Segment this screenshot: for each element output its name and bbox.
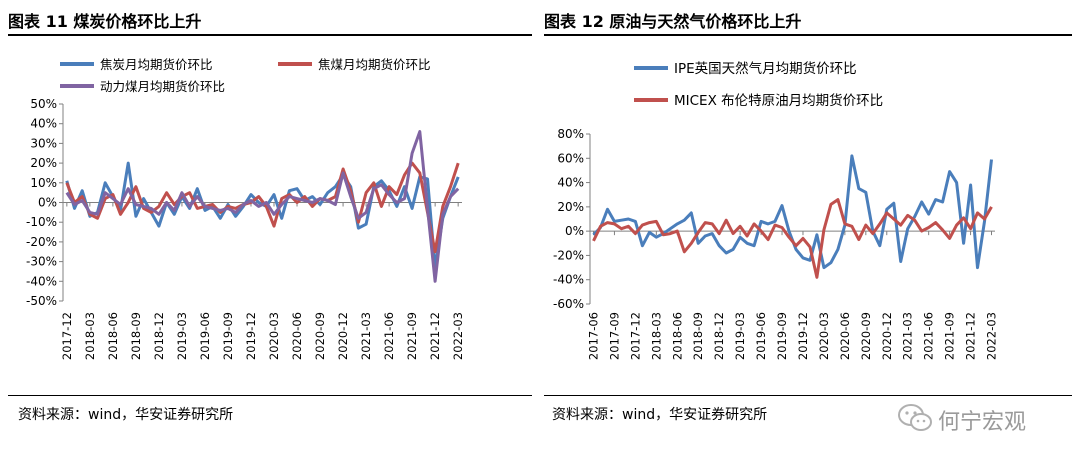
x-tick-label: 2018-03 (83, 312, 97, 360)
y-tick-label: -40% (553, 273, 584, 287)
y-tick-label: 10% (30, 176, 57, 190)
x-tick-label: 2020-12 (880, 312, 894, 360)
left-chart-title: 图表 11 煤炭价格环比上升 (8, 12, 202, 31)
x-tick-label: 2022-03 (985, 312, 999, 360)
series-line-3 (65, 130, 460, 283)
x-tick-label: 2020-06 (290, 312, 304, 360)
y-tick-label: 30% (30, 136, 57, 150)
legend-label-3: 动力煤月均期货价环比 (100, 79, 225, 94)
y-tick-label: 40% (557, 176, 584, 190)
watermark-text: 何宁宏观 (938, 410, 1027, 435)
x-tick-label: 2020-03 (817, 312, 831, 360)
left-chart-panel: 图表 11 煤炭价格环比上升 50% 40% 30% 20% 10% 0% -10% -20%… (8, 12, 532, 423)
right-oil-gas-chart: 80% 60% 40% 20% 0% -20% -40% -60%2017-06 2017-09… (553, 60, 999, 360)
series-line-1 (592, 154, 993, 270)
left-source-note: 资料来源：wind，华安证券研究所 (18, 407, 234, 423)
x-tick-label: 2020-03 (267, 312, 281, 360)
x-tick-label: 2018-12 (712, 312, 726, 360)
x-tick-label: 2021-12 (964, 312, 978, 360)
left-title-rule (8, 34, 532, 36)
x-tick-label: 2017-06 (586, 312, 600, 360)
x-tick-label: 2018-06 (670, 312, 684, 360)
left-coal-chart: 50%40%30%20%10%0%-10%-20%-30%-40%-50%201… (26, 57, 465, 360)
right-chart-title: 图表 12 原油与天然气价格环比上升 (544, 12, 802, 31)
y-tick-label: 20% (557, 200, 584, 214)
y-tick-label: -10% (26, 215, 57, 229)
x-tick-label: 2019-12 (796, 312, 810, 360)
y-tick-label: -30% (26, 255, 57, 269)
y-tick-label: 0% (38, 196, 57, 210)
x-tick-label: 2019-12 (244, 312, 258, 360)
left-source-rule (8, 395, 532, 396)
x-tick-label: 2020-12 (336, 312, 350, 360)
series-line-2 (592, 198, 993, 279)
x-tick-label: 2021-03 (359, 312, 373, 360)
watermark: 何宁宏观 (890, 400, 1060, 436)
x-tick-label: 2021-06 (922, 312, 936, 360)
x-tick-label: 2019-06 (754, 312, 768, 360)
x-tick-label: 2019-09 (221, 312, 235, 360)
y-tick-label: -50% (26, 294, 57, 308)
right-chart-panel: 图表 12 原油与天然气价格环比上升 80% 60% 40% 20% 0% -20% -40… (540, 0, 1080, 466)
x-tick-label: 2021-03 (901, 312, 915, 360)
x-tick-label: 2017-09 (607, 312, 621, 360)
y-tick-label: -20% (553, 248, 584, 262)
y-tick-label: 0% (565, 224, 584, 238)
x-tick-label: 2019-03 (733, 312, 747, 360)
legend-label-1: IPE英国天然气月均期货价环比 (674, 60, 857, 77)
y-tick-label: -40% (26, 274, 57, 288)
legend-label-2: MICEX 布伦特原油月均期货价环比 (674, 92, 883, 109)
x-tick-label: 2017-12 (60, 312, 74, 360)
x-tick-label: 2021-09 (405, 312, 419, 360)
x-tick-label: 2018-12 (152, 312, 166, 360)
right-title-rule (544, 34, 1072, 36)
right-source-rule (544, 395, 1072, 396)
right-source-note: 资料来源：wind，华安证券研究所 (552, 407, 768, 423)
legend-label-2: 焦煤月均期货价环比 (318, 57, 431, 72)
y-tick-label: 50% (30, 97, 57, 111)
x-tick-label: 2019-06 (198, 312, 212, 360)
y-tick-label: 60% (557, 151, 584, 165)
x-tick-label: 2018-09 (691, 312, 705, 360)
x-tick-label: 2019-09 (775, 312, 789, 360)
y-tick-label: 40% (30, 117, 57, 131)
x-tick-label: 2018-09 (129, 312, 143, 360)
y-tick-label: -60% (553, 297, 584, 311)
series-line-1 (65, 161, 460, 269)
y-tick-label: -20% (26, 235, 57, 249)
wechat-icon (898, 404, 932, 431)
x-tick-label: 2021-06 (382, 312, 396, 360)
x-tick-label: 2020-06 (838, 312, 852, 360)
x-tick-label: 2022-03 (451, 312, 465, 360)
x-tick-label: 2019-03 (175, 312, 189, 360)
x-tick-label: 2017-12 (628, 312, 642, 360)
x-tick-label: 2018-06 (106, 312, 120, 360)
y-tick-label: 20% (30, 156, 57, 170)
x-tick-label: 2021-09 (943, 312, 957, 360)
x-tick-label: 2020-09 (859, 312, 873, 360)
x-tick-label: 2018-03 (649, 312, 663, 360)
x-tick-label: 2020-09 (313, 312, 327, 360)
y-tick-label: 80% (557, 127, 584, 141)
legend-label-1: 焦炭月均期货价环比 (100, 57, 213, 72)
x-tick-label: 2021-12 (428, 312, 442, 360)
